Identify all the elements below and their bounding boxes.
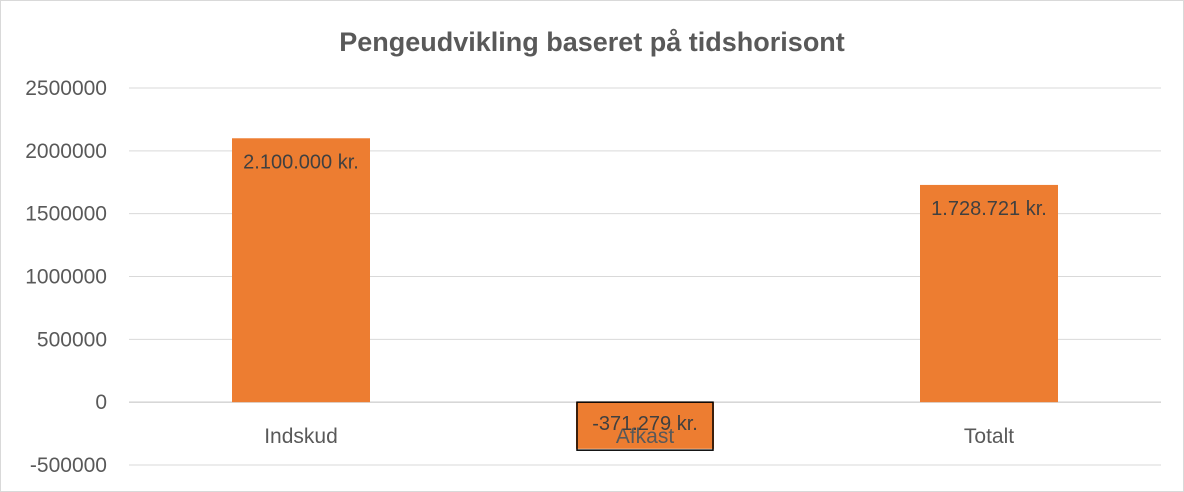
y-tick-label: 1000000 <box>25 266 107 289</box>
data-label-box <box>576 401 714 451</box>
y-tick-label: 500000 <box>37 328 107 351</box>
x-axis-categories: Indskud Afkast Totalt <box>264 425 1014 448</box>
x-category-label: Indskud <box>264 425 338 448</box>
bar-totalt <box>920 184 1058 403</box>
y-tick-label: 2500000 <box>25 77 107 100</box>
y-tick-label: 0 <box>95 391 107 414</box>
data-label: 2.100.000 kr. <box>243 151 359 173</box>
x-category-label: Totalt <box>964 425 1014 448</box>
y-axis-ticks: 2500000 2000000 1500000 1000000 500000 0 -5000… <box>25 77 107 477</box>
x-category-label: Afkast <box>616 425 675 448</box>
data-label: -371.279 kr. <box>592 413 698 435</box>
y-tick-label: -500000 <box>30 454 107 477</box>
data-label: 1.728.721 kr. <box>931 198 1047 220</box>
bar-indskud <box>232 138 370 403</box>
data-labels: 2.100.000 kr. -371.279 kr. 1.728.721 kr. <box>243 151 1047 451</box>
bars <box>232 138 1058 449</box>
bar-afkast <box>576 402 714 449</box>
chart-title: Pengeudvikling baseret på tidshorisont <box>339 27 845 57</box>
y-tick-label: 1500000 <box>25 203 107 226</box>
y-tick-label: 2000000 <box>25 140 107 163</box>
